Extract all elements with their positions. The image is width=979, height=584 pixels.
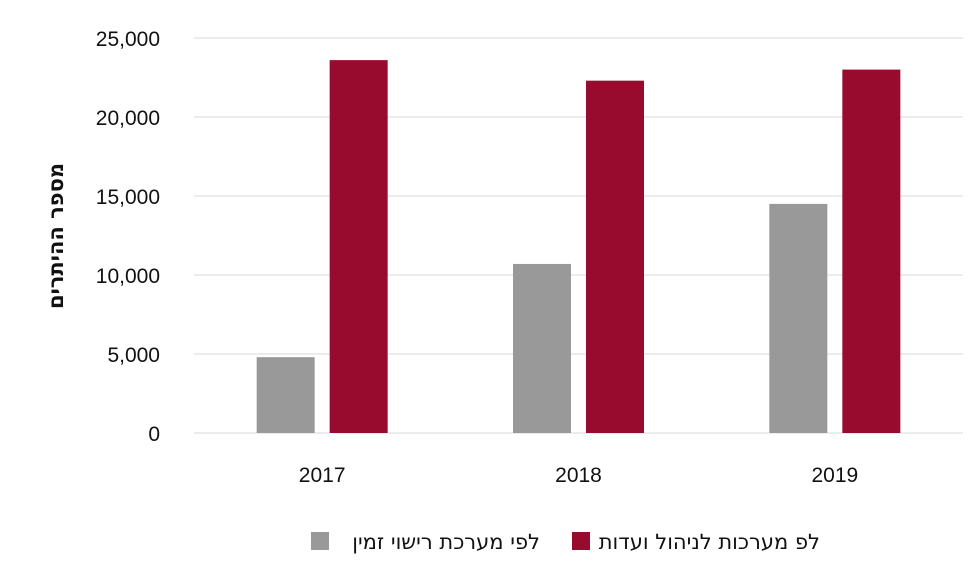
legend-swatch-series0 <box>311 532 329 550</box>
bars <box>256 60 901 434</box>
x-category-label: 2018 <box>555 464 602 487</box>
y-tick-label: 10,000 <box>96 265 160 288</box>
bar-series0-2019 <box>769 203 828 433</box>
y-tick-label: 5,000 <box>107 344 160 367</box>
y-tick-label: 25,000 <box>96 28 160 51</box>
y-axis-ticks: 0 5,000 10,000 15,000 20,000 25,000 <box>96 28 160 446</box>
bar-series1-2018 <box>586 80 644 433</box>
legend-swatch-series1 <box>572 532 590 550</box>
legend: לפ מערכות לניהול ועדות לפי מערכת רישוי זמ… <box>311 530 820 554</box>
y-tick-label: 15,000 <box>96 186 160 209</box>
x-category-label: 2017 <box>299 464 346 487</box>
legend-label-series0: לפי מערכת רישוי זמין <box>352 530 540 554</box>
y-tick-label: 0 <box>148 423 160 446</box>
bar-series0-2017 <box>256 357 315 433</box>
y-axis-title: מספר ההיתרים <box>44 163 68 309</box>
bar-series0-2018 <box>513 263 571 433</box>
bar-series1-2019 <box>842 69 901 433</box>
gridlines <box>194 37 963 434</box>
y-tick-label: 20,000 <box>96 107 160 130</box>
x-category-label: 2019 <box>811 464 858 487</box>
legend-label-series1: לפ מערכות לניהול ועדות <box>599 530 820 554</box>
x-axis-categories: 2017 2018 2019 <box>299 464 858 487</box>
bar-series1-2017 <box>329 60 388 434</box>
